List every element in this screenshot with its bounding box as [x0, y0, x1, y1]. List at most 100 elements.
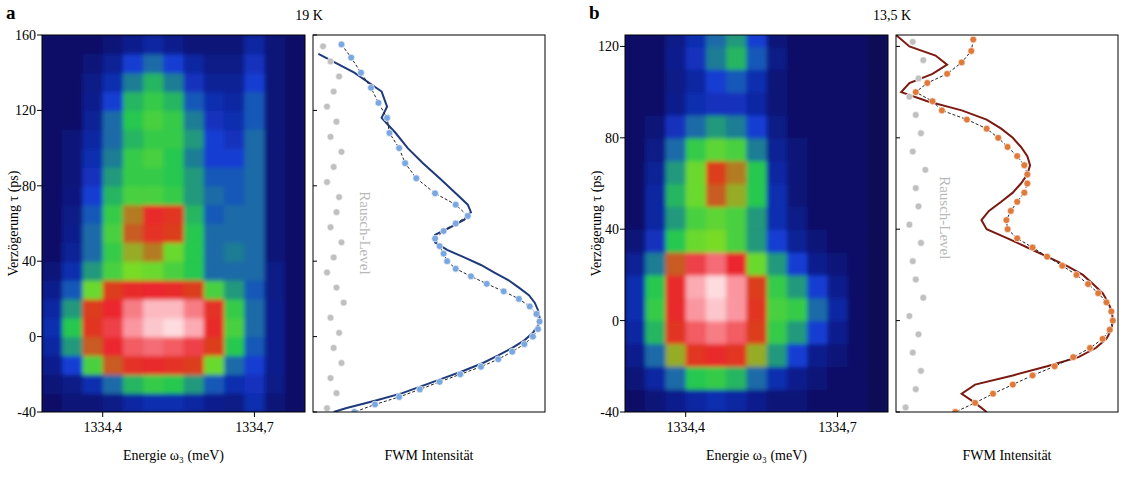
- heatmap-cell: [706, 275, 727, 298]
- heatmap-cell: [184, 261, 205, 280]
- heatmap-cell: [244, 318, 265, 337]
- heatmap-cell: [184, 129, 205, 148]
- heatmap-cell: [848, 252, 869, 275]
- heatmap-cell: [265, 73, 286, 92]
- heatmap-panel: -40040801201334,41334,7Energie ω₃ (meV)V…: [589, 2, 911, 464]
- heatmap-cell: [143, 318, 164, 337]
- heatmap-cell: [645, 35, 666, 47]
- heatmap-cell: [827, 389, 848, 412]
- data-point: [333, 390, 340, 397]
- data-point: [1021, 189, 1028, 196]
- heatmap-cell: [42, 167, 63, 186]
- heatmap-cell: [625, 252, 646, 275]
- data-point: [1109, 317, 1116, 324]
- heatmap-cell: [265, 54, 286, 73]
- heatmap-cell: [123, 186, 144, 205]
- heatmap-cell: [184, 205, 205, 224]
- data-point: [906, 221, 913, 228]
- heatmap-cell: [265, 92, 286, 111]
- heatmap-cell: [244, 148, 265, 167]
- heatmap-cell: [827, 206, 848, 229]
- heatmap-cell: [244, 129, 265, 148]
- heatmap-cell: [244, 54, 265, 73]
- data-point: [1085, 281, 1092, 288]
- heatmap-cell: [827, 366, 848, 389]
- heatmap-cell: [265, 374, 286, 393]
- heatmap-cell: [848, 115, 869, 138]
- data-point: [338, 41, 345, 48]
- heatmap-cell: [665, 298, 686, 321]
- heatmap-cell: [184, 73, 205, 92]
- heatmap-cell: [726, 321, 747, 344]
- heatmap-cell: [143, 73, 164, 92]
- heatmap-cell: [665, 92, 686, 115]
- data-point: [330, 345, 337, 352]
- series-area: [896, 35, 1116, 412]
- heatmap-cell: [746, 298, 767, 321]
- heatmap-cell: [827, 46, 848, 69]
- heatmap-cell: [82, 224, 103, 243]
- heatmap-cell: [82, 35, 103, 54]
- data-point: [912, 386, 919, 393]
- heatmap-cell: [204, 355, 225, 374]
- heatmap-cell: [868, 184, 888, 207]
- heatmap-cell: [787, 275, 808, 298]
- heatmap-cell: [204, 393, 225, 412]
- heatmap-cell: [42, 261, 63, 280]
- heatmap-cell: [645, 161, 666, 184]
- heatmap-cell: [62, 186, 83, 205]
- y-tick: [37, 185, 42, 186]
- heatmap-cell: [224, 355, 245, 374]
- heatmap-cell: [123, 35, 144, 54]
- heatmap-cell: [706, 138, 727, 161]
- data-point: [912, 276, 919, 283]
- x-tick-label: 1334,4: [83, 420, 122, 435]
- heatmap-cell: [625, 321, 646, 344]
- heatmap-cell: [42, 73, 63, 92]
- heatmap-cell: [665, 252, 686, 275]
- data-point: [348, 54, 355, 61]
- heatmap-cell: [143, 261, 164, 280]
- data-point: [918, 240, 925, 247]
- heatmap-cell: [204, 35, 225, 54]
- heatmap-cell: [224, 224, 245, 243]
- data-point: [972, 399, 979, 406]
- heatmap-cell: [224, 205, 245, 224]
- heatmap-cells: [625, 35, 888, 412]
- heatmap-cell: [143, 205, 164, 224]
- heatmap-cell: [143, 129, 164, 148]
- heatmap-cell: [184, 393, 205, 412]
- heatmap-cell: [103, 355, 124, 374]
- heatmap-cell: [767, 35, 788, 47]
- heatmap-cell: [686, 252, 707, 275]
- heatmap-cell: [82, 129, 103, 148]
- x-axis-title: Energie ω₃ (meV): [123, 448, 224, 464]
- heatmap-cell: [62, 318, 83, 337]
- heatmap-cell: [42, 355, 63, 374]
- annotation: Rausch-Level: [357, 191, 373, 274]
- plot-background: [313, 35, 545, 412]
- heatmap-cell: [143, 355, 164, 374]
- heatmap-cell: [224, 129, 245, 148]
- data-point: [396, 394, 403, 401]
- y-tick: [896, 137, 900, 138]
- data-point: [413, 175, 420, 182]
- heatmap-cell: [224, 73, 245, 92]
- heatmap-cell: [726, 206, 747, 229]
- heatmap-cell: [285, 35, 305, 54]
- heatmap-cell: [706, 321, 727, 344]
- heatmap-cell: [62, 393, 83, 412]
- heatmap-cell: [767, 69, 788, 92]
- heatmap-cell: [686, 389, 707, 412]
- heatmap-cell: [163, 54, 184, 73]
- heatmap-cell: [746, 69, 767, 92]
- heatmap-cell: [224, 318, 245, 337]
- heatmap-cell: [62, 92, 83, 111]
- data-point: [944, 70, 951, 77]
- heatmap-cell: [143, 110, 164, 129]
- data-point: [436, 378, 443, 385]
- data-point: [920, 57, 927, 64]
- data-point: [516, 296, 523, 303]
- heatmap-cell: [787, 92, 808, 115]
- heatmap-cell: [787, 138, 808, 161]
